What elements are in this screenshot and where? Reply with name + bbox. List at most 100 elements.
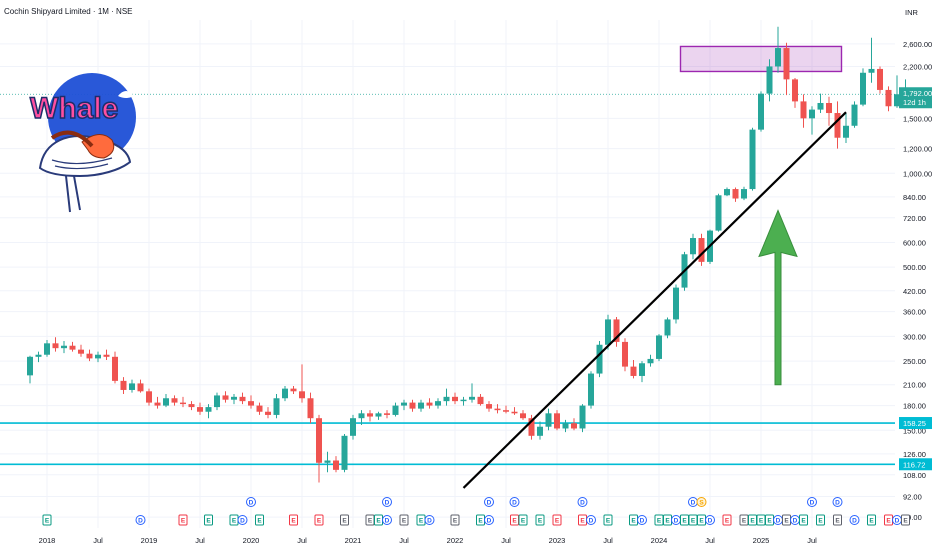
candle-body — [171, 398, 178, 403]
event-marker[interactable]: E — [42, 514, 52, 526]
event-marker[interactable]: E — [816, 514, 825, 526]
candle — [809, 106, 815, 135]
event-marker-label: E — [181, 517, 186, 524]
event-marker[interactable]: E — [374, 514, 383, 526]
time-tick-label: 2019 — [141, 536, 158, 545]
candle-body — [647, 358, 654, 364]
event-marker[interactable]: E — [833, 514, 842, 526]
earnings-icon — [535, 514, 545, 526]
event-marker[interactable]: D — [509, 497, 520, 507]
event-marker[interactable]: E — [756, 514, 766, 526]
event-marker[interactable]: D — [135, 515, 146, 525]
event-marker[interactable]: E — [535, 514, 545, 526]
event-marker-label: E — [750, 517, 755, 524]
candle — [477, 394, 484, 406]
event-marker[interactable]: E — [229, 514, 239, 526]
price-tick-label: 126.00 — [903, 450, 926, 459]
event-marker[interactable]: D — [849, 515, 860, 525]
event-marker[interactable]: E — [552, 514, 562, 526]
event-marker[interactable]: E — [510, 514, 519, 526]
event-marker[interactable]: E — [578, 514, 587, 526]
candle — [817, 93, 824, 114]
event-marker-label: E — [206, 517, 211, 524]
event-marker-label: D — [512, 499, 517, 506]
candle — [129, 379, 135, 393]
event-marker[interactable]: D — [484, 515, 494, 525]
candle — [554, 410, 560, 431]
event-marker[interactable]: D — [892, 515, 902, 525]
candle-body — [494, 408, 501, 411]
candle-body — [418, 402, 424, 409]
candle — [112, 351, 118, 384]
event-marker[interactable]: E — [739, 514, 749, 526]
event-marker[interactable]: E — [289, 514, 298, 526]
candle — [758, 91, 764, 132]
event-marker[interactable]: E — [748, 514, 757, 526]
event-marker[interactable]: S — [696, 497, 707, 507]
event-marker[interactable]: E — [782, 514, 791, 526]
event-marker-label: E — [835, 517, 840, 524]
event-marker[interactable]: D — [790, 515, 800, 525]
candle — [222, 391, 229, 403]
candle-body — [588, 373, 594, 406]
candle-body — [630, 366, 637, 376]
event-marker[interactable]: E — [255, 514, 264, 526]
candle — [418, 399, 424, 412]
event-marker[interactable]: E — [697, 514, 706, 526]
candle-body — [579, 405, 586, 429]
event-marker[interactable]: D — [382, 497, 392, 507]
event-marker[interactable]: D — [688, 497, 698, 507]
event-marker[interactable]: D — [424, 515, 435, 525]
event-marker-label: S — [699, 499, 704, 506]
event-marker[interactable]: E — [314, 514, 324, 526]
event-marker[interactable]: E — [178, 514, 188, 526]
event-marker[interactable]: E — [629, 514, 638, 526]
event-marker[interactable]: D — [577, 497, 588, 507]
event-marker[interactable]: E — [765, 514, 774, 526]
event-marker[interactable]: D — [671, 515, 681, 525]
event-marker[interactable]: E — [680, 514, 689, 526]
event-marker[interactable]: E — [654, 514, 664, 526]
event-marker[interactable]: D — [807, 497, 817, 507]
event-marker[interactable]: E — [901, 514, 910, 526]
time-tick-label: Jul — [297, 536, 307, 545]
event-marker[interactable]: E — [416, 514, 426, 526]
price-tick-label: 2,600.00 — [903, 40, 932, 49]
event-marker[interactable]: E — [340, 514, 349, 526]
event-marker[interactable]: D — [832, 497, 843, 507]
event-marker-label: E — [402, 517, 407, 524]
event-marker[interactable]: D — [382, 515, 392, 525]
event-marker[interactable]: E — [799, 514, 808, 526]
event-marker[interactable]: D — [246, 497, 256, 507]
event-marker[interactable]: E — [518, 514, 528, 526]
event-marker[interactable]: E — [365, 514, 375, 526]
earnings-icon — [399, 514, 409, 526]
candle — [783, 42, 790, 96]
dividend-icon — [237, 515, 248, 525]
event-marker[interactable]: E — [603, 514, 613, 526]
event-marker-label: D — [810, 499, 815, 506]
event-marker[interactable]: E — [884, 514, 893, 526]
event-marker[interactable]: E — [867, 514, 876, 526]
event-marker[interactable]: E — [688, 514, 698, 526]
event-marker[interactable]: D — [637, 515, 647, 525]
event-marker[interactable]: E — [722, 514, 732, 526]
price-tick-label: 1,000.00 — [903, 169, 932, 178]
candle — [749, 127, 756, 191]
time-tick-label: Jul — [501, 536, 511, 545]
candle-body — [741, 189, 747, 199]
event-marker[interactable]: E — [399, 514, 409, 526]
event-marker[interactable]: D — [586, 515, 596, 525]
event-marker[interactable]: D — [705, 515, 715, 525]
candle-body — [197, 407, 203, 412]
event-marker[interactable]: E — [663, 514, 672, 526]
event-marker[interactable]: D — [484, 497, 494, 507]
event-marker[interactable]: D — [237, 515, 248, 525]
event-marker[interactable]: E — [204, 514, 213, 526]
event-marker[interactable]: E — [476, 514, 485, 526]
candle-body — [154, 402, 161, 406]
event-marker[interactable]: D — [773, 515, 783, 525]
event-marker[interactable]: E — [450, 514, 460, 526]
candle-body — [367, 413, 373, 417]
candle — [834, 101, 841, 149]
